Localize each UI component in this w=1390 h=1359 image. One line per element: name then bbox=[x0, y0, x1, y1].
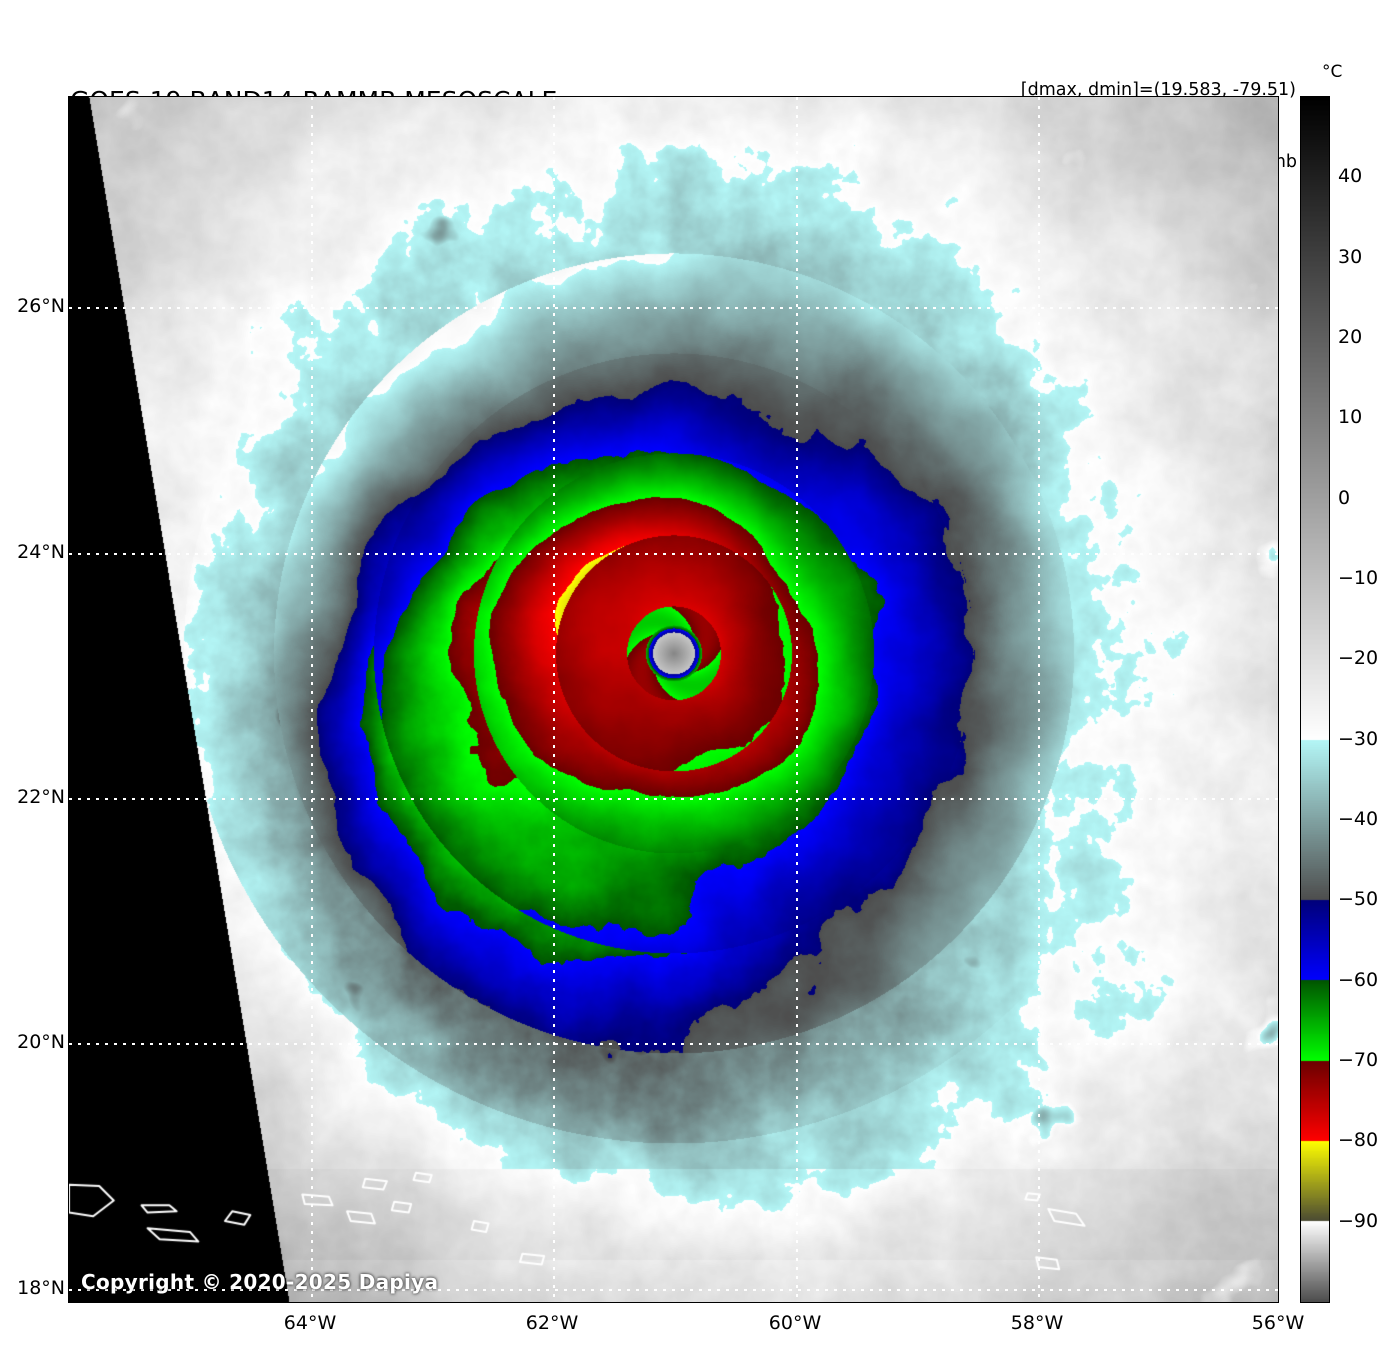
lon-tick-58: 58°W bbox=[1010, 1312, 1064, 1334]
colorbar-tick--80: −80 bbox=[1338, 1129, 1379, 1152]
colorbar-tick-20: 20 bbox=[1338, 326, 1363, 348]
colorbar-tick-40: 40 bbox=[1338, 165, 1363, 188]
lon-tick-62: 62°W bbox=[525, 1312, 579, 1334]
colorbar-tick-10: 10 bbox=[1338, 406, 1363, 429]
colorbar-tick-0: 0 bbox=[1338, 486, 1351, 509]
colorbar-tick--20: −20 bbox=[1338, 647, 1379, 670]
copyright-watermark: Copyright © 2020-2025 Dapiya bbox=[81, 1270, 439, 1294]
colorbar-tick--30: −30 bbox=[1338, 727, 1379, 750]
temperature-colorbar bbox=[1300, 96, 1330, 1303]
lat-tick-18: 18°N bbox=[17, 1277, 65, 1299]
lon-tick-56: 56°W bbox=[1251, 1312, 1305, 1334]
satellite-imagery-canvas bbox=[69, 97, 1278, 1302]
colorbar-canvas bbox=[1301, 97, 1329, 1302]
lon-tick-60: 60°W bbox=[768, 1312, 822, 1334]
data-extrema-label: [dmax, dmin]=(19.583, -79.51) bbox=[1020, 80, 1297, 100]
colorbar-tick-30: 30 bbox=[1338, 245, 1363, 268]
colorbar-tick--50: −50 bbox=[1338, 888, 1379, 911]
colorbar-tick--40: −40 bbox=[1338, 808, 1379, 830]
lon-tick-64: 64°W bbox=[283, 1312, 337, 1334]
colorbar-units-label: °C bbox=[1322, 62, 1343, 82]
satellite-image-plot: Copyright © 2020-2025 Dapiya bbox=[68, 96, 1279, 1303]
colorbar-tick--90: −90 bbox=[1338, 1209, 1379, 1232]
lat-tick-20: 20°N bbox=[17, 1031, 65, 1053]
lat-tick-26: 26°N bbox=[17, 295, 65, 317]
colorbar-tick--60: −60 bbox=[1338, 968, 1379, 991]
colorbar-tick--70: −70 bbox=[1338, 1049, 1379, 1071]
lat-tick-22: 22°N bbox=[17, 786, 65, 808]
lat-tick-24: 24°N bbox=[17, 541, 65, 563]
colorbar-tick--10: −10 bbox=[1338, 567, 1379, 589]
